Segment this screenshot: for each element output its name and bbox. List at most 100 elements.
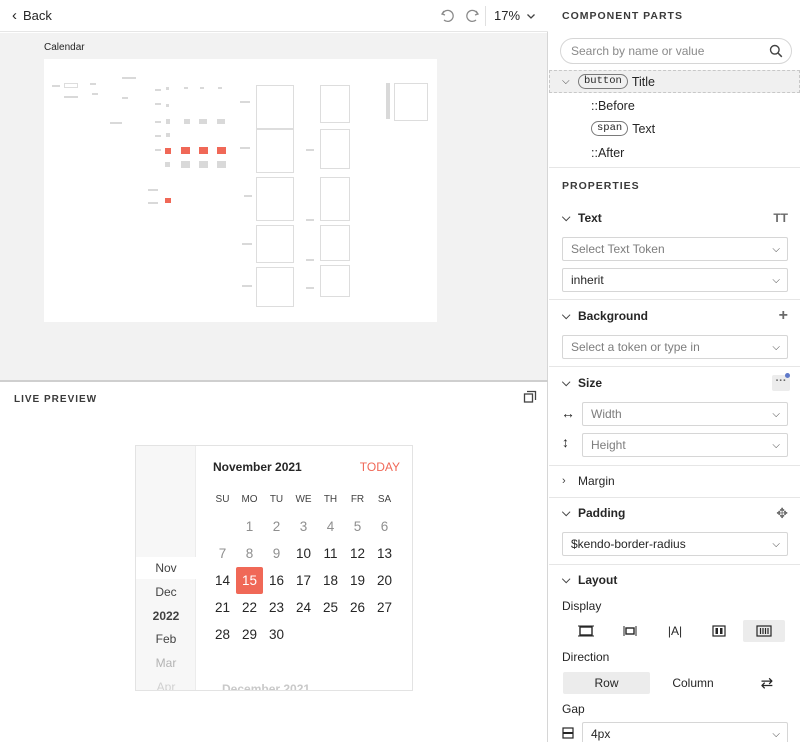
calendar-day[interactable]: 11 (323, 546, 338, 561)
calendar-day[interactable]: 4 (326, 519, 335, 534)
redo-icon[interactable] (462, 6, 482, 26)
calendar-day[interactable]: 1 (245, 519, 254, 534)
direction-column-button[interactable]: Column (672, 676, 714, 690)
nav-item-apr[interactable]: Apr (156, 680, 176, 691)
text-section-header[interactable]: ⌵ Text TT (549, 206, 800, 230)
chevron-down-icon: ⌵ (772, 439, 780, 451)
calendar-day[interactable]: 25 (322, 600, 339, 615)
nav-item-dec[interactable]: Dec (155, 585, 177, 599)
design-canvas[interactable]: Calendar (0, 33, 547, 380)
padding-select[interactable]: $kendo-border-radius ⌵ (562, 532, 788, 556)
calendar-day[interactable]: 18 (322, 573, 339, 588)
calendar-day[interactable]: 21 (214, 600, 231, 615)
parts-search[interactable] (560, 38, 792, 64)
display-flex-button[interactable] (698, 620, 740, 642)
tree-item-title[interactable]: ⌵ button Title (549, 70, 800, 93)
calendar-day[interactable]: 9 (272, 546, 281, 561)
calendar-day[interactable]: 22 (241, 600, 258, 615)
tree-item-text[interactable]: span Text (549, 117, 800, 140)
plus-icon[interactable]: + (778, 307, 788, 324)
calendar-day[interactable]: 20 (376, 573, 393, 588)
calendar-day[interactable]: 30 (268, 627, 285, 642)
chevron-right-icon: › (562, 475, 566, 487)
chevron-down-icon: ⌵ (562, 506, 571, 519)
padding-section-header[interactable]: ⌵ Padding ✥ (549, 501, 800, 525)
more-icon[interactable]: ··· (772, 375, 790, 391)
display-inline-icon: |A| (667, 624, 683, 638)
chevron-down-icon: ⌵ (772, 538, 780, 550)
undo-icon[interactable] (438, 6, 458, 26)
calendar-day[interactable]: 8 (245, 546, 254, 561)
width-icon: ↔ (561, 405, 575, 421)
gap-icon (562, 727, 574, 742)
width-select[interactable]: Width ⌵ (582, 402, 788, 426)
display-inline-button[interactable]: |A| (654, 620, 696, 642)
tree-item-after[interactable]: ::After (549, 141, 800, 164)
calendar-day[interactable]: 26 (349, 600, 366, 615)
height-select[interactable]: Height ⌵ (582, 433, 788, 457)
text-value-select[interactable]: inherit ⌵ (562, 268, 788, 292)
calendar-day[interactable]: 29 (241, 627, 258, 642)
calendar-day[interactable]: 10 (295, 546, 312, 561)
calendar-day[interactable]: 5 (353, 519, 362, 534)
section-divider (549, 564, 800, 565)
calendar-day[interactable]: 24 (295, 600, 312, 615)
select-placeholder: Width (591, 407, 622, 421)
today-button[interactable]: TODAY (359, 460, 400, 474)
element-tag: button (578, 74, 628, 89)
nav-item-year[interactable]: 2022 (152, 609, 180, 623)
calendar-title[interactable]: November 2021 (213, 460, 302, 474)
weekday-label: MO (241, 494, 258, 505)
chevron-down-icon: ⌵ (562, 309, 571, 322)
calendar-day[interactable]: 16 (268, 573, 285, 588)
background-select[interactable]: Select a token or type in ⌵ (562, 335, 788, 359)
zoom-value: 17% (494, 8, 521, 23)
section-divider (549, 497, 800, 498)
calendar-day[interactable]: 3 (299, 519, 308, 534)
nav-item-feb[interactable]: Feb (155, 632, 177, 646)
background-section-label: Background (578, 309, 649, 323)
calendar-day[interactable]: 28 (214, 627, 231, 642)
pane-divider[interactable] (0, 380, 548, 382)
nav-item-mar[interactable]: Mar (155, 656, 177, 670)
display-grid-button[interactable] (743, 620, 785, 642)
popout-icon[interactable] (523, 390, 537, 404)
calendar-artboard[interactable] (44, 59, 437, 322)
calendar-day[interactable]: 12 (349, 546, 366, 561)
calendar-navigation: Nov Dec 2022 Feb Mar Apr (136, 446, 196, 691)
calendar-day[interactable]: 17 (295, 573, 312, 588)
margin-section-header[interactable]: › Margin (549, 469, 800, 493)
direction-row-button[interactable]: Row (563, 672, 650, 694)
gap-select[interactable]: 4px ⌵ (582, 722, 788, 742)
background-section-header[interactable]: ⌵ Background + (549, 304, 800, 328)
swap-icon[interactable]: ⇄ (760, 675, 774, 692)
calendar-day[interactable]: 23 (268, 600, 285, 615)
nav-item-nov[interactable]: Nov (136, 557, 196, 579)
layout-section-header[interactable]: ⌵ Layout (549, 568, 800, 592)
calendar-day[interactable]: 6 (380, 519, 389, 534)
tree-item-before[interactable]: ::Before (549, 94, 800, 117)
size-section-header[interactable]: ⌵ Size ··· (549, 371, 800, 395)
selected-day[interactable]: 15 (236, 567, 263, 594)
calendar-day[interactable]: 14 (214, 573, 231, 588)
move-icon[interactable]: ✥ (776, 504, 788, 521)
text-token-icon[interactable]: TT (773, 211, 788, 225)
calendar-day[interactable]: 2 (272, 519, 281, 534)
zoom-select[interactable]: 17% (494, 8, 536, 23)
top-toolbar: ‹ Back 17% (0, 0, 548, 32)
back-button[interactable]: ‹ Back (12, 8, 52, 23)
calendar-day[interactable]: 13 (376, 546, 393, 561)
calendar-day[interactable]: 19 (349, 573, 366, 588)
display-block-button[interactable] (565, 620, 607, 642)
weekday-label: TH (323, 494, 338, 505)
chevron-down-icon[interactable]: ⌵ (562, 76, 570, 87)
calendar-day[interactable]: 27 (376, 600, 393, 615)
calendar-day[interactable]: 7 (218, 546, 227, 561)
properties-title: PROPERTIES (562, 180, 640, 192)
search-icon[interactable] (769, 44, 783, 58)
search-input[interactable] (571, 44, 761, 58)
text-token-select[interactable]: Select Text Token ⌵ (562, 237, 788, 261)
height-icon: ↕ (562, 434, 569, 450)
display-inline-block-button[interactable] (609, 620, 651, 642)
